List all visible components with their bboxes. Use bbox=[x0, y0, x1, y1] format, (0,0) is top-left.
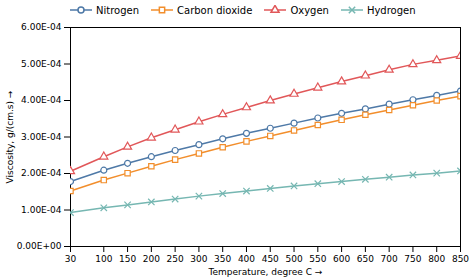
svg-text:Viscosity, g/(cm.s) →: Viscosity, g/(cm.s) → bbox=[5, 90, 15, 183]
html-text:Oxygen: Oxygen bbox=[290, 4, 329, 16]
svg-text:150: 150 bbox=[119, 254, 136, 264]
svg-text:850: 850 bbox=[452, 254, 469, 264]
svg-text:400: 400 bbox=[238, 254, 255, 264]
svg-text:2.00E-04: 2.00E-04 bbox=[21, 168, 62, 178]
svg-text:500: 500 bbox=[285, 254, 302, 264]
svg-text:Temperature, degree C →: Temperature, degree C → bbox=[208, 267, 323, 277]
svg-text:300: 300 bbox=[190, 254, 207, 264]
svg-text:250: 250 bbox=[167, 254, 184, 264]
svg-text:700: 700 bbox=[381, 254, 398, 264]
svg-text:800: 800 bbox=[428, 254, 445, 264]
svg-text:100: 100 bbox=[95, 254, 112, 264]
svg-text:4.00E-04: 4.00E-04 bbox=[21, 95, 62, 105]
svg-text:30: 30 bbox=[65, 254, 77, 264]
svg-text:450: 450 bbox=[262, 254, 279, 264]
svg-text:6.00E-04: 6.00E-04 bbox=[21, 22, 62, 32]
html-text:Hydrogen: Hydrogen bbox=[366, 4, 416, 16]
svg-text:550: 550 bbox=[309, 254, 326, 264]
svg-text:600: 600 bbox=[333, 254, 350, 264]
html-text:Nitrogen: Nitrogen bbox=[96, 4, 139, 16]
svg-text:200: 200 bbox=[143, 254, 160, 264]
svg-text:0.00E+00: 0.00E+00 bbox=[17, 241, 62, 251]
svg-text:1.00E-04: 1.00E-04 bbox=[21, 205, 62, 215]
svg-text:350: 350 bbox=[214, 254, 231, 264]
svg-text:5.00E-04: 5.00E-04 bbox=[21, 59, 62, 69]
svg-text:3.00E-04: 3.00E-04 bbox=[21, 132, 62, 142]
svg-text:650: 650 bbox=[357, 254, 374, 264]
html-text:Carbon dioxide: Carbon dioxide bbox=[177, 4, 253, 16]
svg-text:750: 750 bbox=[404, 254, 421, 264]
